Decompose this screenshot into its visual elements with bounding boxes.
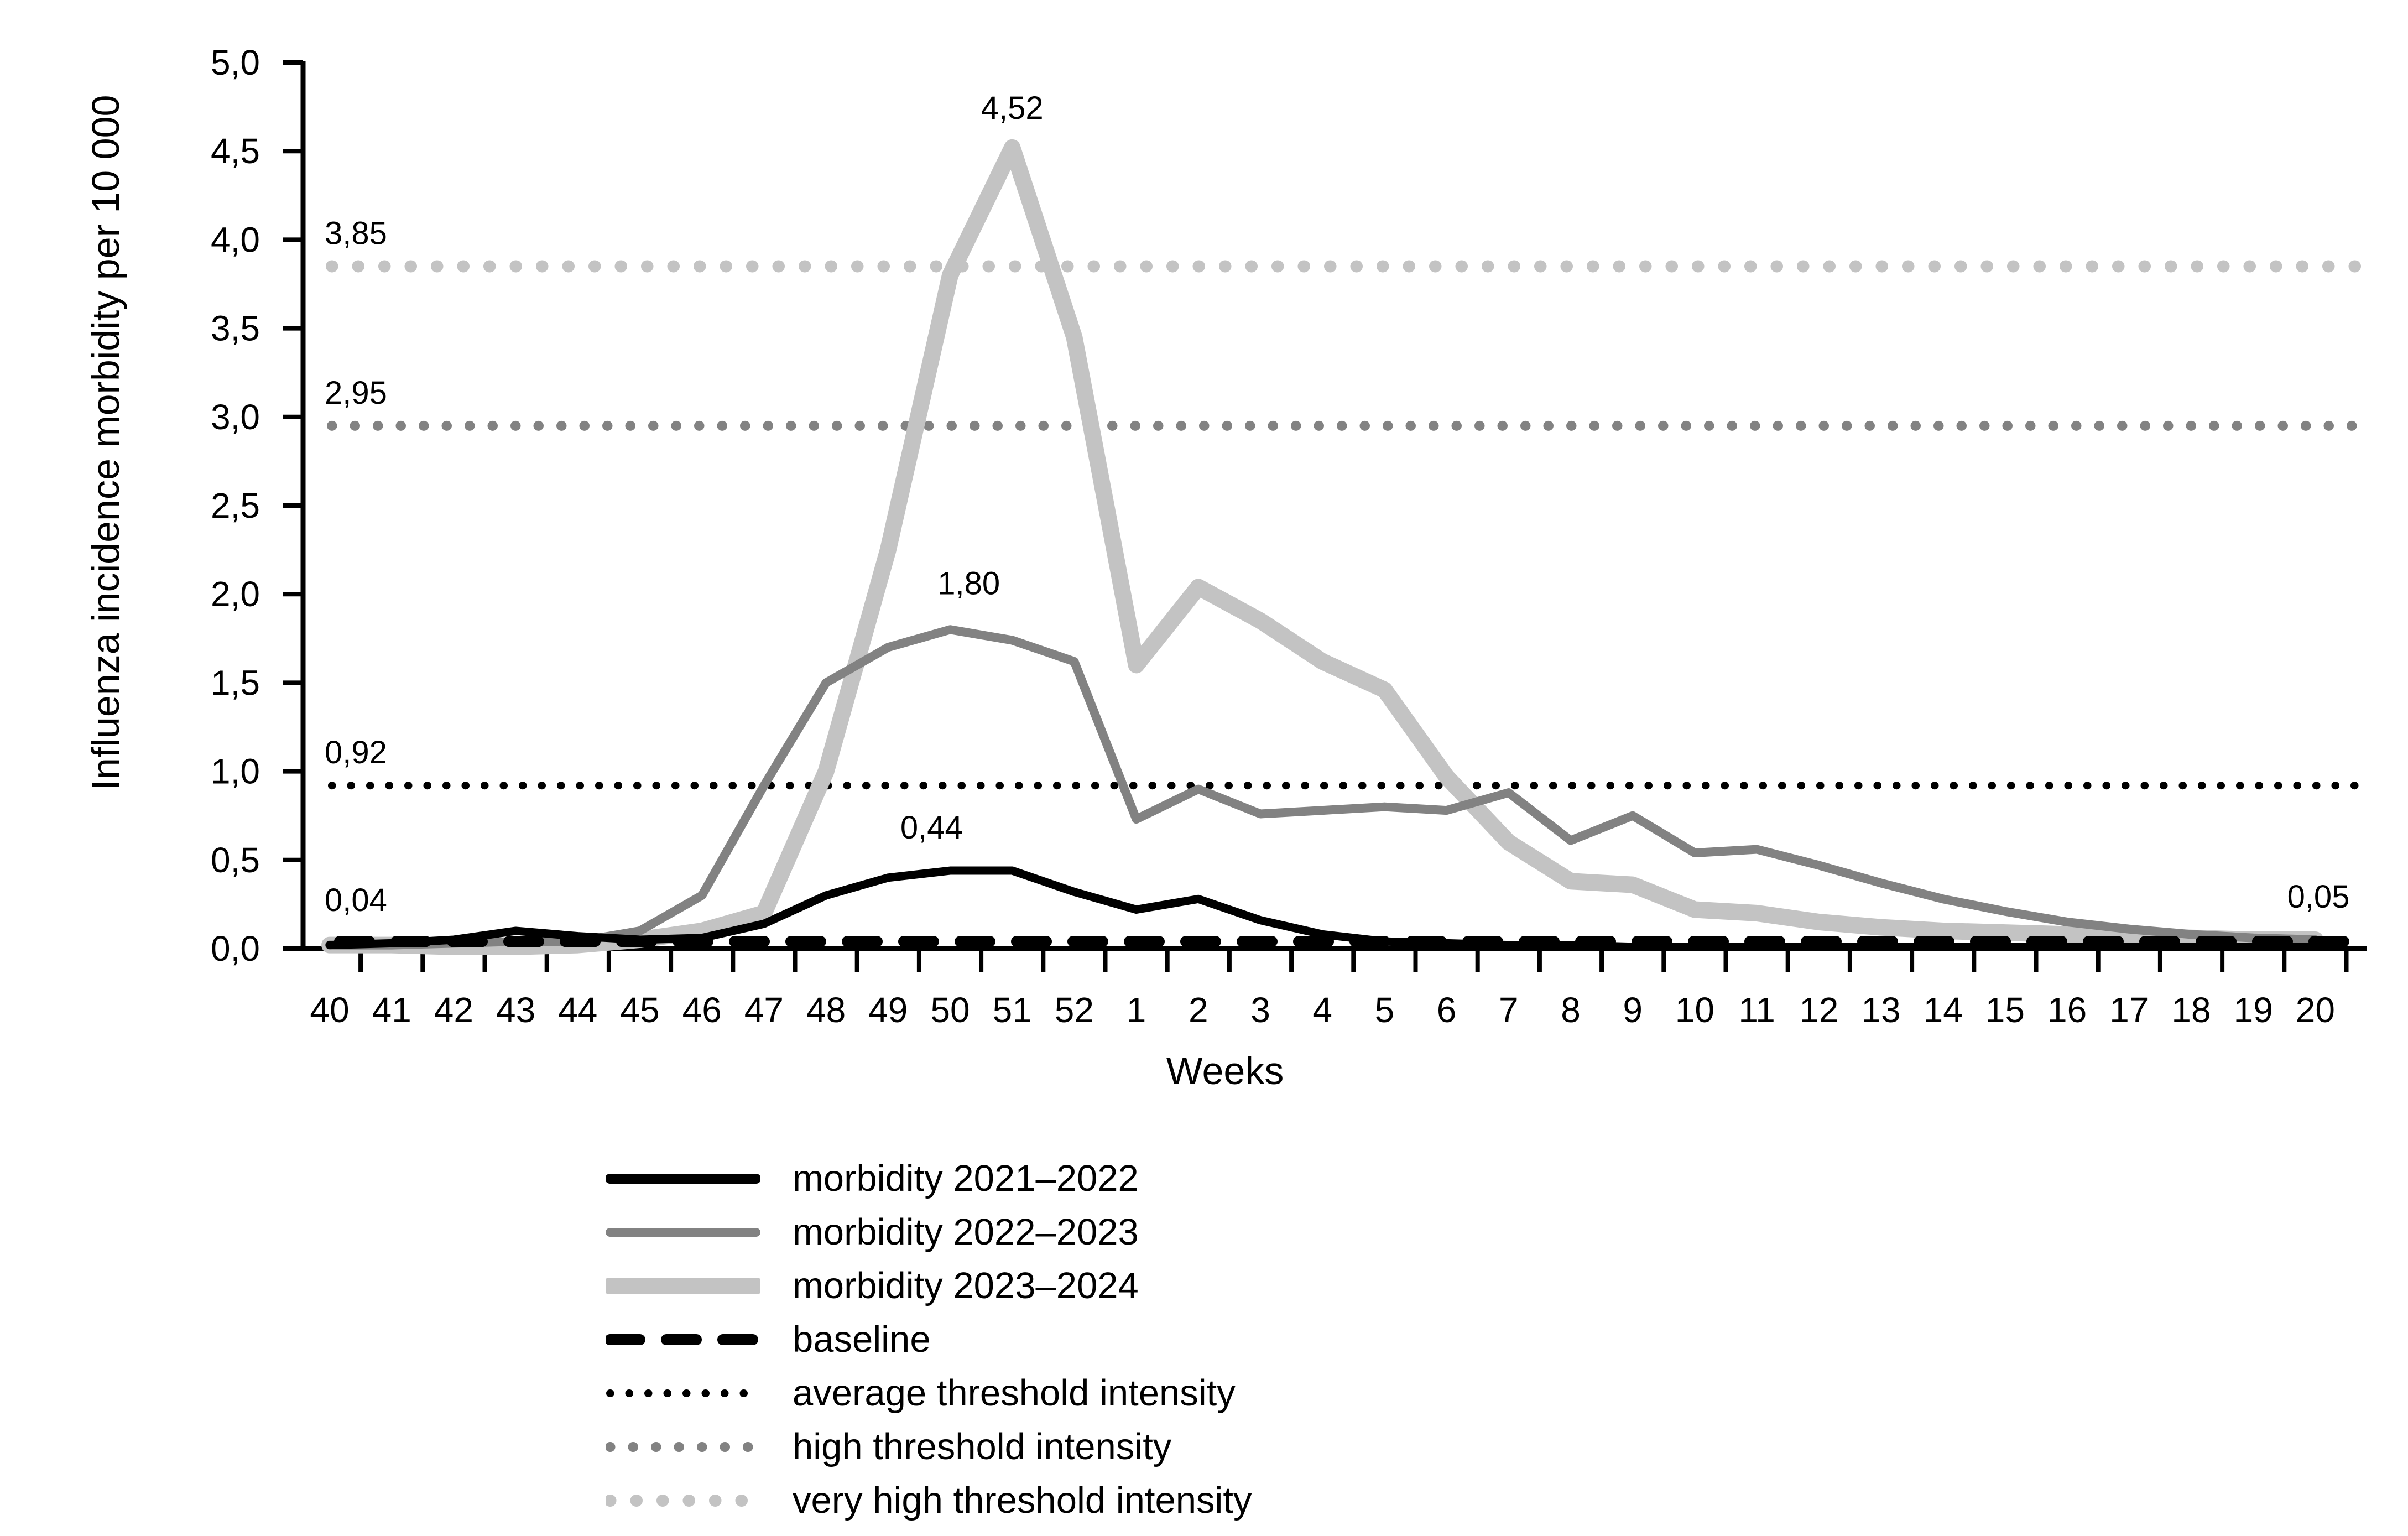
annotation-label: 3,85 (325, 215, 387, 251)
legend-label: average threshold intensity (793, 1372, 1236, 1414)
legend-label: morbidity 2021–2022 (793, 1158, 1139, 1199)
plot-area: 5,04,54,03,53,02,52,01,51,00,50,040 41 42 4… (211, 43, 2373, 1030)
legend-item-baseline: baseline (606, 1313, 1252, 1366)
y-tick-label: 1,5 (211, 663, 260, 702)
legend-label: morbidity 2022–2023 (793, 1211, 1139, 1253)
y-axis-title: Influenza incidence morbidity per 10 000 (84, 95, 127, 790)
legend-label: high threshold intensity (793, 1426, 1172, 1467)
x-tick-label: 12 (1799, 990, 1838, 1030)
x-tick-label: 10 (1675, 990, 1714, 1030)
legend-swatch-solid-black-icon (606, 1173, 760, 1184)
legend-swatch-dotted-darkgray-icon (606, 1441, 760, 1452)
x-tick-label: 2 (1189, 990, 1208, 1030)
legend-item-very-high-threshold: very high threshold intensity (606, 1473, 1252, 1527)
x-tick-label: 17 (2109, 990, 2149, 1030)
x-tick-label: 4 (1312, 990, 1332, 1030)
legend-swatch-dotted-lightgray-icon (606, 1494, 760, 1507)
x-tick-label: 47 (744, 990, 784, 1030)
legend-item-morbidity-2021-2022: morbidity 2021–2022 (606, 1152, 1252, 1205)
axis-spine (300, 61, 2367, 951)
x-tick-label: 51 (993, 990, 1032, 1030)
annotation-label: 0,44 (900, 810, 963, 846)
x-tick-label: 13 (1861, 990, 1900, 1030)
x-tick-label: 48 (806, 990, 846, 1030)
x-tick-label: 42 (434, 990, 473, 1030)
annotation-label: 1,80 (937, 565, 1000, 601)
legend: morbidity 2021–2022 morbidity 2022–2023 … (606, 1152, 1252, 1527)
x-tick-label: 44 (558, 990, 597, 1030)
x-tick-label: 52 (1055, 990, 1094, 1030)
annotation-label: 0,92 (325, 735, 387, 770)
x-tick-label: 1 (1127, 990, 1146, 1030)
x-tick-label: 45 (620, 990, 659, 1030)
legend-swatch-solid-darkgray-icon (606, 1227, 760, 1237)
x-tick-label: 46 (682, 990, 722, 1030)
x-tick-label: 50 (930, 990, 970, 1030)
x-tick-label: 20 (2296, 990, 2335, 1030)
y-tick-label: 2,5 (211, 486, 260, 525)
y-tick-label: 3,5 (211, 309, 260, 348)
legend-label: morbidity 2023–2024 (793, 1265, 1139, 1306)
y-tick-label: 5,0 (211, 43, 260, 82)
x-tick-label: 19 (2234, 990, 2273, 1030)
y-tick-label: 1,0 (211, 752, 260, 792)
x-tick-label: 41 (372, 990, 411, 1030)
x-tick-label: 40 (310, 990, 349, 1030)
x-tick-label: 16 (2047, 990, 2087, 1030)
x-axis-title: Weeks (1166, 1049, 1284, 1092)
legend-swatch-dotted-black-icon (606, 1389, 760, 1397)
x-tick-label: 8 (1561, 990, 1581, 1030)
y-tick-label: 4,0 (211, 220, 260, 259)
x-tick-label: 49 (868, 990, 908, 1030)
x-tick-label: 43 (496, 990, 535, 1030)
legend-item-morbidity-2023-2024: morbidity 2023–2024 (606, 1259, 1252, 1313)
annotation-label: 4,52 (981, 90, 1044, 126)
x-tick-label: 14 (1924, 990, 1963, 1030)
legend-label: baseline (793, 1319, 931, 1360)
y-tick-label: 0,0 (211, 929, 260, 969)
annotation-label: 2,95 (325, 375, 387, 411)
legend-swatch-dashed-black-icon (606, 1334, 760, 1345)
y-tick-label: 3,0 (211, 397, 260, 437)
x-tick-label: 18 (2171, 990, 2211, 1030)
x-tick-label: 7 (1499, 990, 1519, 1030)
x-tick-label: 9 (1623, 990, 1643, 1030)
legend-swatch-solid-lightgray-icon (606, 1277, 760, 1294)
x-tick-label: 5 (1375, 990, 1395, 1030)
x-tick-label: 11 (1738, 990, 1775, 1030)
x-tick-label: 15 (1985, 990, 2025, 1030)
y-tick-label: 2,0 (211, 574, 260, 614)
x-tick-label: 3 (1250, 990, 1270, 1030)
legend-item-morbidity-2022-2023: morbidity 2022–2023 (606, 1205, 1252, 1259)
x-tick-label: 6 (1437, 990, 1457, 1030)
y-tick-label: 0,5 (211, 840, 260, 880)
series-line-morbidity-2022–2023 (325, 625, 2320, 950)
legend-item-high-threshold: high threshold intensity (606, 1420, 1252, 1473)
legend-item-average-threshold: average threshold intensity (606, 1366, 1252, 1420)
annotation-label: 0,04 (325, 882, 387, 918)
legend-label: very high threshold intensity (793, 1480, 1252, 1521)
annotation-label: 0,05 (2287, 879, 2350, 915)
y-tick-label: 4,5 (211, 131, 260, 171)
